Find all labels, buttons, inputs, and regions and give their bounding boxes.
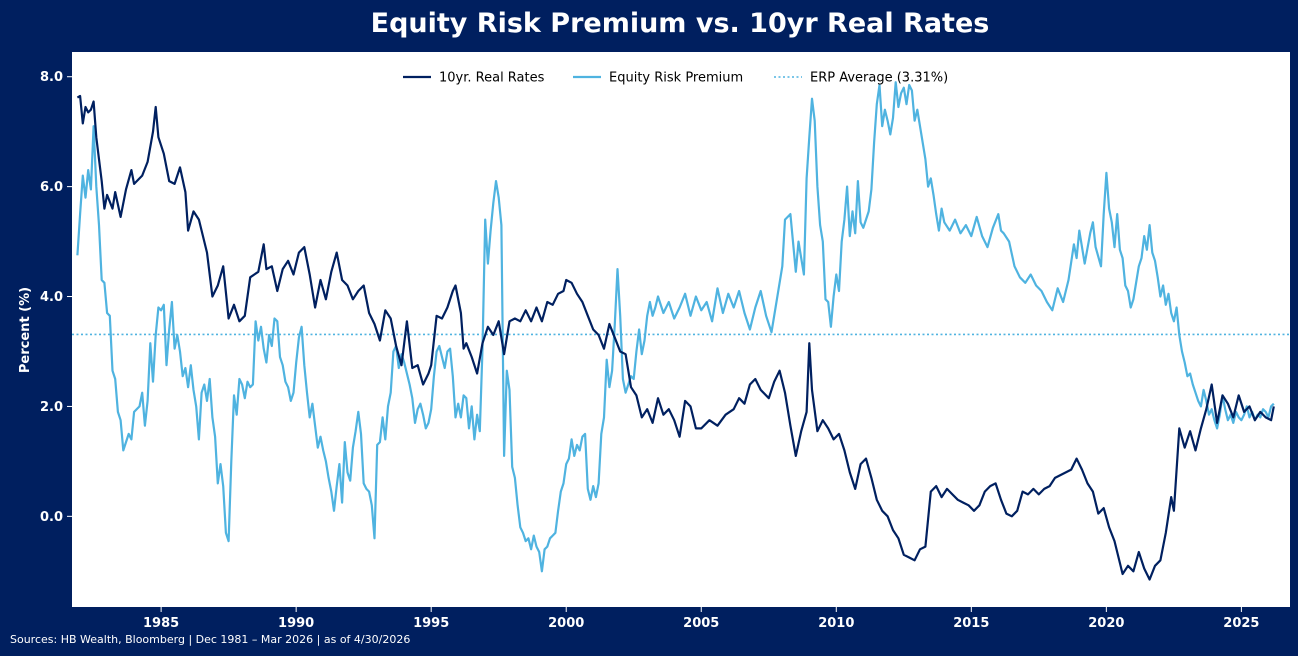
series-line-equity-risk-premium [76, 81, 1275, 573]
legend-label-erp-average: ERP Average (3.31%) [810, 71, 948, 86]
legend-label-equity-risk-premium: Equity Risk Premium [609, 71, 743, 86]
y-tick-label: 6.0 [40, 180, 63, 195]
x-tick-label: 2000 [548, 616, 584, 631]
y-tick-label: 8.0 [40, 70, 63, 85]
x-tick-label: 1995 [413, 616, 449, 631]
footer-source: Sources: HB Wealth, Bloomberg | Dec 1981… [10, 633, 411, 646]
plot-area [72, 52, 1290, 607]
chart-title: Equity Risk Premium vs. 10yr Real Rates [371, 8, 990, 39]
x-tick-label: 2010 [818, 616, 854, 631]
x-tick-label: 2015 [953, 616, 989, 631]
x-tick-label: 2025 [1223, 616, 1259, 631]
x-tick-label: 1990 [278, 616, 314, 631]
y-tick-label: 4.0 [40, 290, 63, 305]
x-tick-label: 1985 [143, 616, 179, 631]
y-tick-label: 0.0 [40, 510, 63, 525]
legend-label-10yr-real-rates: 10yr. Real Rates [439, 71, 545, 86]
series-line-10yr-real-rates [76, 94, 1275, 581]
y-axis-label: Percent (%) [18, 287, 33, 373]
x-tick-label: 2020 [1088, 616, 1124, 631]
x-axis: 1985 1990 1995 2000 2005 2010 2015 2020 2025 [143, 607, 1259, 631]
x-tick-label: 2005 [683, 616, 719, 631]
legend: 10yr. Real Rates Equity Risk Premium ERP A… [403, 71, 948, 86]
y-axis: 0.0 2.0 4.0 6.0 8.0 [40, 70, 72, 525]
y-tick-label: 2.0 [40, 400, 63, 415]
